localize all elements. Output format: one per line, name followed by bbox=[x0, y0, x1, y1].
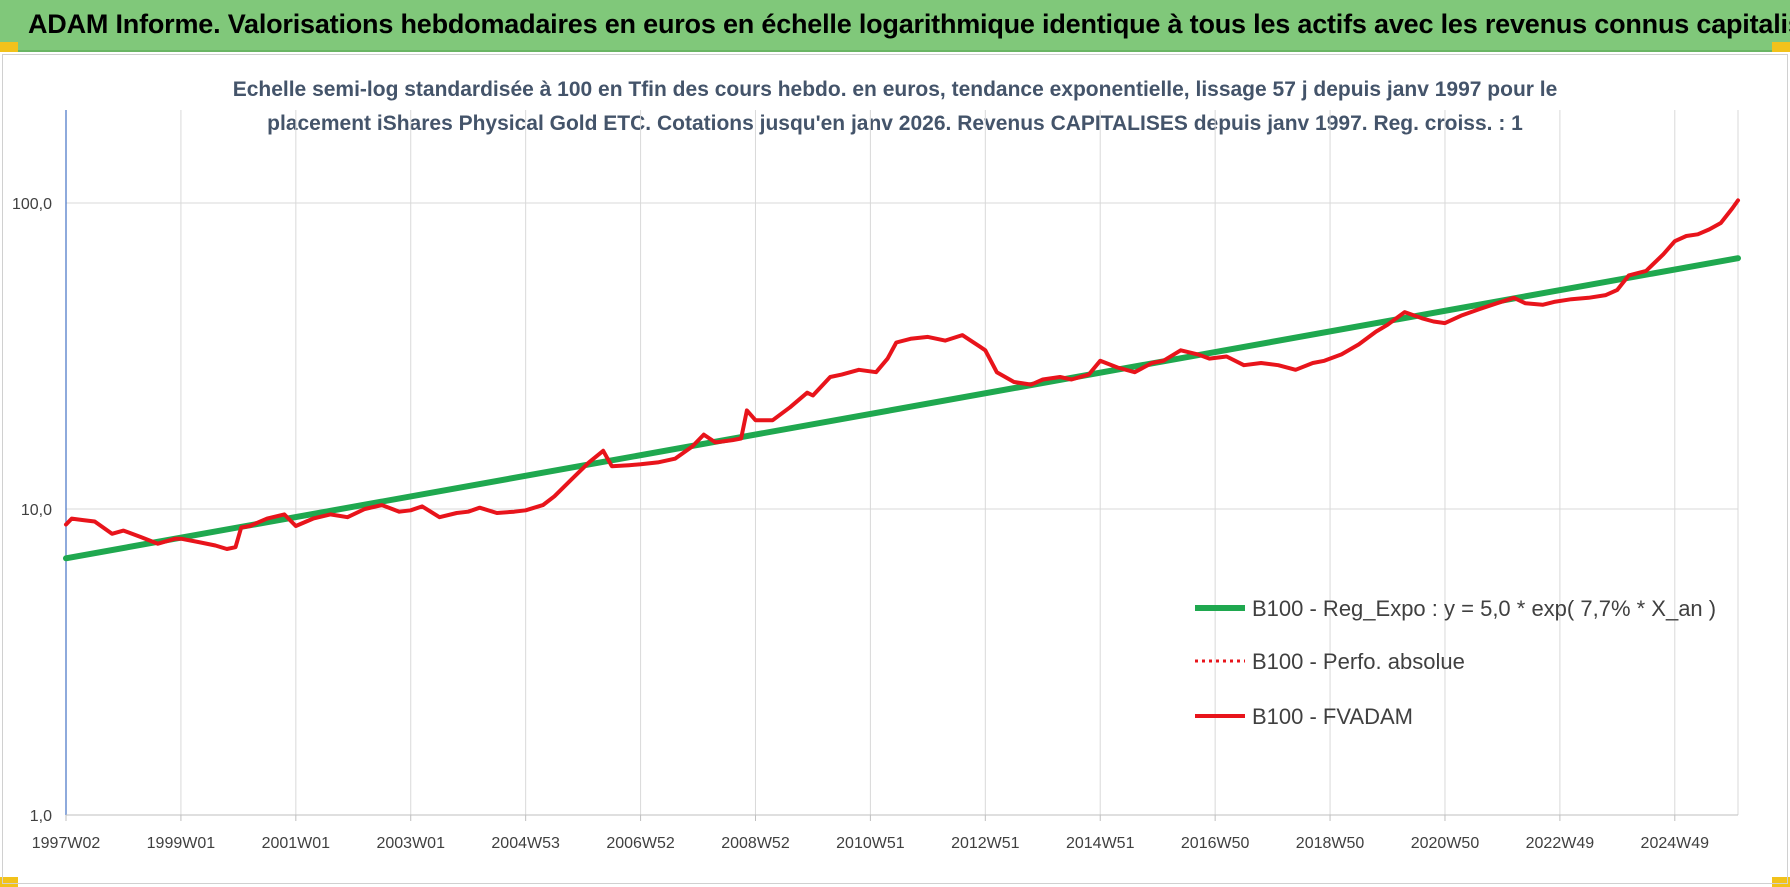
x-tick-label: 2004W53 bbox=[491, 835, 560, 852]
x-tick-label: 2014W51 bbox=[1066, 835, 1135, 852]
x-tick-label: 2010W51 bbox=[836, 835, 905, 852]
legend-label: B100 - FVADAM bbox=[1252, 704, 1413, 729]
chart-title-line-2: placement iShares Physical Gold ETC. Cot… bbox=[267, 112, 1523, 135]
corner-marker-top-left bbox=[0, 42, 18, 52]
regression-line bbox=[63, 255, 1741, 562]
x-tick-label: 2022W49 bbox=[1526, 835, 1595, 852]
x-tick-label: 2008W52 bbox=[721, 835, 790, 852]
corner-marker-top-right bbox=[1772, 42, 1790, 52]
legend-label: B100 - Reg_Expo : y = 5,0 * exp( 7,7% * … bbox=[1252, 596, 1716, 621]
y-tick-label: 10,0 bbox=[21, 502, 52, 519]
x-tick-label: 2012W51 bbox=[951, 835, 1020, 852]
corner-marker-bottom-right bbox=[1772, 877, 1790, 887]
y-tick-label: 100,0 bbox=[12, 196, 52, 213]
banner-title: ADAM Informe. Valorisations hebdomadaire… bbox=[28, 9, 1790, 39]
x-tick-label: 2024W49 bbox=[1641, 835, 1710, 852]
x-tick-label: 2020W50 bbox=[1411, 835, 1480, 852]
x-tick-label: 1999W01 bbox=[147, 835, 216, 852]
x-tick-label: 2003W01 bbox=[376, 835, 445, 852]
chart-area bbox=[2, 54, 1788, 884]
corner-marker-bottom-left bbox=[0, 877, 18, 887]
chart-title-line-1: Echelle semi-log standardisée à 100 en T… bbox=[232, 78, 1558, 101]
x-tick-label: 2016W50 bbox=[1181, 835, 1250, 852]
x-tick-label: 2001W01 bbox=[262, 835, 331, 852]
x-tick-label: 2018W50 bbox=[1296, 835, 1365, 852]
y-tick-label: 1,0 bbox=[30, 808, 52, 825]
fvadam-line bbox=[64, 198, 1740, 551]
banner: ADAM Informe. Valorisations hebdomadaire… bbox=[0, 0, 1790, 52]
x-tick-label: 2006W52 bbox=[606, 835, 675, 852]
x-tick-label: 1997W02 bbox=[32, 835, 101, 852]
legend-label: B100 - Perfo. absolue bbox=[1252, 649, 1465, 674]
